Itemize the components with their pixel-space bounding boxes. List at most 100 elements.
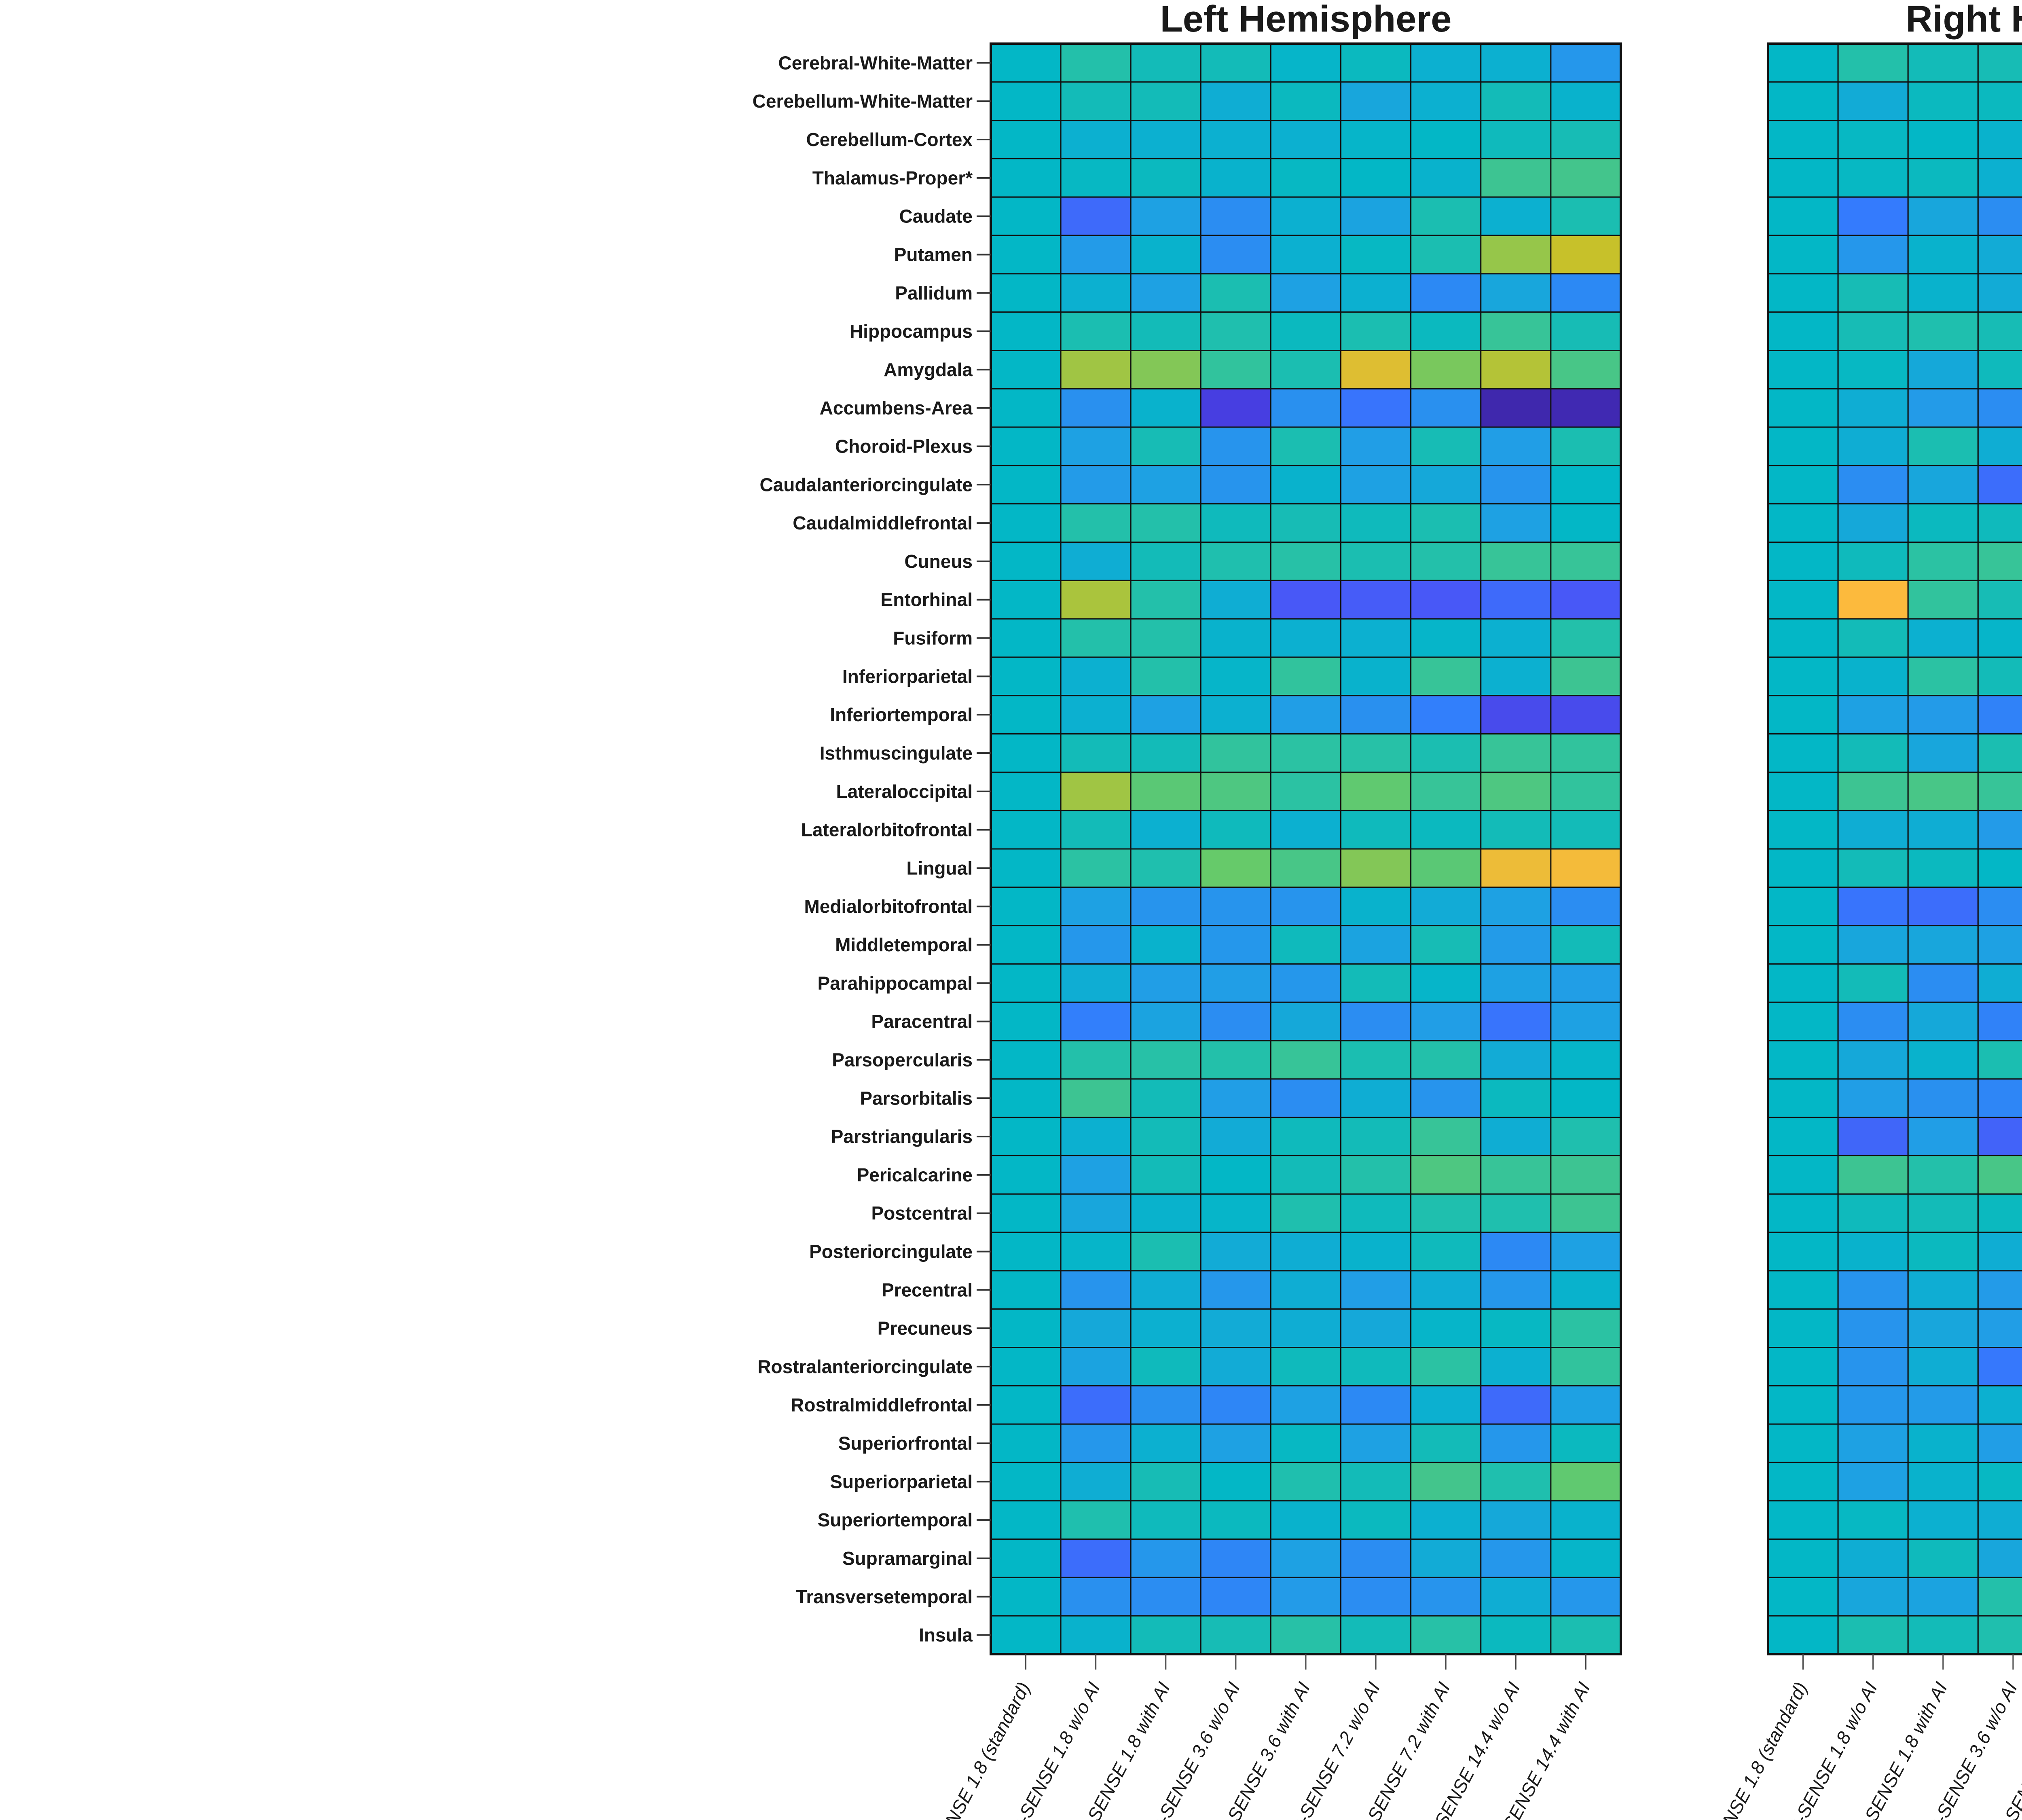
heatmap-cell bbox=[1480, 1539, 1552, 1578]
heatmap-cell bbox=[1480, 1308, 1552, 1348]
heatmap-cell bbox=[1550, 158, 1622, 198]
heatmap-cell bbox=[1270, 848, 1342, 888]
heatmap-cell bbox=[1200, 1347, 1271, 1386]
heatmap-cell bbox=[1270, 1117, 1342, 1156]
heatmap-cell bbox=[1410, 1347, 1482, 1386]
heatmap-cell bbox=[1977, 1462, 2022, 1502]
heatmap-cell bbox=[1060, 120, 1132, 159]
heatmap-cell bbox=[1130, 1001, 1201, 1041]
heatmap-cell bbox=[1907, 1577, 1979, 1617]
heatmap-cell bbox=[1767, 1155, 1839, 1195]
heatmap-cell bbox=[1340, 43, 1412, 83]
heatmap-cell bbox=[1130, 465, 1201, 505]
heatmap-cell bbox=[1977, 81, 2022, 121]
heatmap-cell bbox=[1270, 81, 1342, 121]
heatmap-cell bbox=[1060, 1001, 1132, 1041]
heatmap-cell bbox=[1480, 1385, 1552, 1425]
heatmap-cell bbox=[1340, 1270, 1412, 1310]
heatmap-cell bbox=[1270, 311, 1342, 351]
heatmap-cell bbox=[990, 388, 1062, 428]
heatmap-cell bbox=[990, 656, 1062, 696]
heatmap-cell bbox=[1130, 1308, 1201, 1348]
row-label: Lingual bbox=[906, 857, 973, 878]
heatmap-cell bbox=[1907, 542, 1979, 581]
heatmap-cell bbox=[1480, 1500, 1552, 1540]
heatmap-cell bbox=[1977, 1423, 2022, 1463]
row-label: Parstriangularis bbox=[831, 1126, 973, 1147]
heatmap-cell bbox=[1410, 43, 1482, 83]
heatmap-cell bbox=[1767, 656, 1839, 696]
heatmap-cell bbox=[1340, 963, 1412, 1003]
heatmap-cell bbox=[1907, 1347, 1979, 1386]
heatmap-cell bbox=[1060, 1500, 1132, 1540]
heatmap-cell bbox=[1480, 43, 1552, 83]
heatmap-cell bbox=[1410, 887, 1482, 927]
heatmap-cell bbox=[1410, 848, 1482, 888]
heatmap-cell bbox=[1340, 273, 1412, 313]
heatmap-cell bbox=[1977, 388, 2022, 428]
heatmap-cell bbox=[1767, 1308, 1839, 1348]
heatmap-cell bbox=[1200, 273, 1271, 313]
heatmap-cell bbox=[1550, 1270, 1622, 1310]
heatmap-cell bbox=[1200, 81, 1271, 121]
heatmap-cell bbox=[1410, 349, 1482, 389]
heatmap-cell bbox=[1480, 733, 1552, 773]
heatmap-cell bbox=[1130, 925, 1201, 965]
heatmap-cell bbox=[1130, 1385, 1201, 1425]
heatmap-cell bbox=[1200, 1462, 1271, 1502]
heatmap-cell bbox=[1270, 1347, 1342, 1386]
row-label: Insula bbox=[919, 1625, 973, 1646]
heatmap-cell bbox=[1837, 1385, 1909, 1425]
heatmap-cell bbox=[1767, 388, 1839, 428]
heatmap-cell bbox=[1340, 1385, 1412, 1425]
heatmap-cell bbox=[1270, 733, 1342, 773]
heatmap-cell bbox=[1767, 1193, 1839, 1233]
heatmap-cell bbox=[1340, 503, 1412, 543]
left-hemisphere-title: Left Hemisphere bbox=[1160, 0, 1452, 40]
heatmap-cell bbox=[1270, 656, 1342, 696]
heatmap-cell bbox=[1550, 1539, 1622, 1578]
heatmap-cell bbox=[1410, 580, 1482, 620]
heatmap-cell bbox=[1340, 1117, 1412, 1156]
left-hemisphere-panel: Left Hemisphere SENSE 1.8 (standard)CS-S… bbox=[929, 0, 1622, 1820]
heatmap-cell bbox=[1270, 273, 1342, 313]
heatmap-cell bbox=[1130, 1347, 1201, 1386]
heatmap-cell bbox=[1550, 465, 1622, 505]
heatmap-cell bbox=[1200, 733, 1271, 773]
row-labels: Cerebral-White-Matter Cerebellum-White-Ma… bbox=[753, 52, 991, 1646]
heatmap-cell bbox=[1907, 1500, 1979, 1540]
heatmap-cell bbox=[1977, 1539, 2022, 1578]
heatmap-cell bbox=[1200, 580, 1271, 620]
heatmap-cell bbox=[1907, 465, 1979, 505]
row-label: Parsopercularis bbox=[832, 1049, 973, 1070]
heatmap-cell bbox=[1907, 1078, 1979, 1118]
heatmap-cell bbox=[1200, 465, 1271, 505]
heatmap-cell bbox=[1270, 1539, 1342, 1578]
heatmap-cell bbox=[1130, 1500, 1201, 1540]
heatmap-cell bbox=[1550, 1615, 1622, 1655]
heatmap-cell bbox=[1340, 1500, 1412, 1540]
heatmap-cell bbox=[1550, 196, 1622, 236]
heatmap-cell bbox=[1480, 925, 1552, 965]
heatmap-cell bbox=[1837, 733, 1909, 773]
heatmap-cell bbox=[1130, 1117, 1201, 1156]
heatmap-cell bbox=[1977, 618, 2022, 658]
heatmap-cell bbox=[1130, 733, 1201, 773]
heatmap-cell bbox=[1130, 963, 1201, 1003]
heatmap-cell bbox=[1837, 465, 1909, 505]
heatmap-cell bbox=[1480, 235, 1552, 275]
heatmap-cell bbox=[1480, 580, 1552, 620]
heatmap-cell bbox=[1550, 1500, 1622, 1540]
heatmap-cell bbox=[1480, 503, 1552, 543]
heatmap-cell bbox=[1130, 542, 1201, 581]
heatmap-cell bbox=[1270, 1193, 1342, 1233]
heatmap-cell bbox=[1550, 733, 1622, 773]
heatmap-cell bbox=[1907, 887, 1979, 927]
heatmap-cell bbox=[1200, 158, 1271, 198]
heatmap-cell bbox=[1060, 1155, 1132, 1195]
heatmap-cell bbox=[1480, 426, 1552, 466]
heatmap-cell bbox=[1837, 810, 1909, 850]
heatmap-cell bbox=[1200, 925, 1271, 965]
row-label: Rostralmiddlefrontal bbox=[791, 1395, 973, 1416]
heatmap-cell bbox=[1907, 388, 1979, 428]
